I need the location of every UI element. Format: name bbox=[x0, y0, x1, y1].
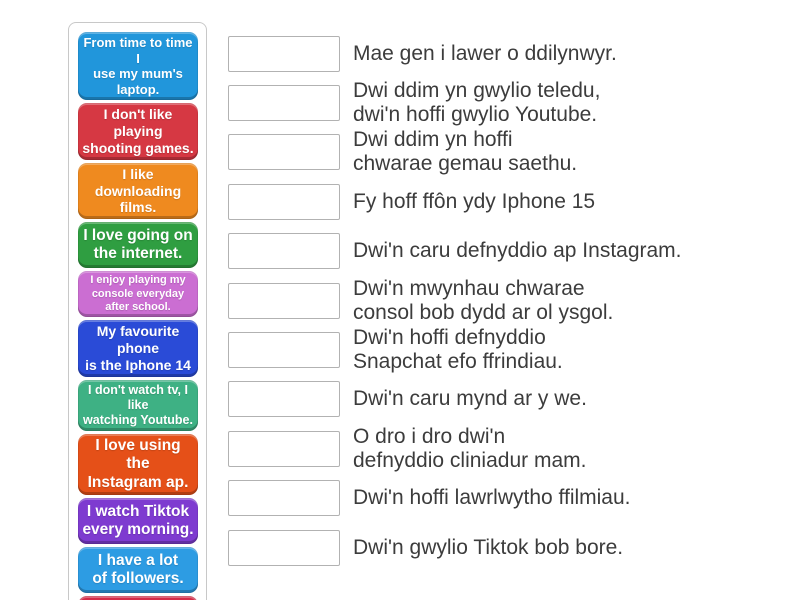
definition-text: Dwi ddim yn hoffi chwarae gemau saethu. bbox=[353, 128, 578, 176]
keyword-tile-label: I like downloading films. bbox=[94, 165, 182, 216]
answer-drop-zone[interactable] bbox=[228, 381, 340, 418]
match-row: Dwi'n gwylio Tiktok bob bore. bbox=[228, 523, 788, 572]
keyword-tile-lot-of-followers[interactable]: I have a lot of followers. bbox=[78, 547, 198, 594]
keyword-tile-favourite-phone[interactable]: My favourite phone is the Iphone 14 bbox=[78, 320, 198, 377]
answer-drop-zone[interactable] bbox=[228, 529, 340, 566]
answer-drop-zone[interactable] bbox=[228, 134, 340, 171]
definition-text: Dwi'n gwylio Tiktok bob bore. bbox=[353, 535, 624, 559]
answer-drop-zone[interactable] bbox=[228, 233, 340, 270]
keyword-tile-label: From time to time I use my mum's laptop. bbox=[83, 35, 193, 97]
keyword-tile-shooting-games[interactable]: I don't like playing shooting games. bbox=[78, 103, 198, 160]
keywords-panel: From time to time I use my mum's laptop.… bbox=[68, 22, 207, 600]
answer-drop-zone[interactable] bbox=[228, 430, 340, 467]
keyword-tile-tiktok-morning[interactable]: I watch Tiktok every morning. bbox=[78, 498, 198, 545]
keyword-tile-label: I have a lot of followers. bbox=[92, 551, 184, 588]
match-row: Dwi ddim yn hoffi chwarae gemau saethu. bbox=[228, 128, 788, 177]
keyword-tile-label: My favourite phone is the Iphone 14 bbox=[85, 323, 191, 373]
definition-text: Fy hoff ffôn ydy Iphone 15 bbox=[353, 189, 596, 213]
match-row: Dwi'n mwynhau chwarae consol bob dydd ar… bbox=[228, 276, 788, 325]
match-row: Fy hoff ffôn ydy Iphone 15 bbox=[228, 177, 788, 226]
definition-text: Dwi'n hoffi defnyddio Snapchat efo ffrin… bbox=[353, 326, 563, 374]
definition-text: Dwi'n mwynhau chwarae consol bob dydd ar… bbox=[353, 276, 614, 324]
match-row: Dwi'n caru mynd ar y we. bbox=[228, 375, 788, 424]
keyword-tile-label: I don't watch tv, I like watching Youtub… bbox=[83, 382, 193, 427]
keyword-tile-console-after-school[interactable]: I enjoy playing my console everyday afte… bbox=[78, 271, 198, 318]
answer-drop-zone[interactable] bbox=[228, 183, 340, 220]
keyword-tile-label: I watch Tiktok every morning. bbox=[82, 502, 194, 539]
keyword-tile-mums-laptop[interactable]: From time to time I use my mum's laptop. bbox=[78, 32, 198, 101]
definition-text: Dwi'n caru mynd ar y we. bbox=[353, 387, 587, 411]
keyword-tile-label: I love going on the internet. bbox=[83, 226, 193, 263]
definition-text: Dwi ddim yn gwylio teledu, dwi'n hoffi g… bbox=[353, 79, 601, 127]
definition-text: Dwi'n hoffi lawrlwytho ffilmiau. bbox=[353, 486, 631, 510]
answer-drop-zone[interactable] bbox=[228, 282, 340, 319]
definition-text: O dro i dro dwi'n defnyddio cliniadur ma… bbox=[353, 424, 587, 472]
keyword-tile-watching-youtube[interactable]: I don't watch tv, I like watching Youtub… bbox=[78, 379, 198, 431]
definitions-column: Mae gen i lawer o ddilynwyr. Dwi ddim yn… bbox=[228, 29, 788, 572]
definition-text: Mae gen i lawer o ddilynwyr. bbox=[353, 41, 617, 65]
answer-drop-zone[interactable] bbox=[228, 85, 340, 122]
match-row: Dwi'n hoffi defnyddio Snapchat efo ffrin… bbox=[228, 325, 788, 374]
match-row: Dwi ddim yn gwylio teledu, dwi'n hoffi g… bbox=[228, 78, 788, 127]
keyword-tile-going-on-internet[interactable]: I love going on the internet. bbox=[78, 222, 198, 269]
keyword-tile-snapchat-friends[interactable]: I like using Snapchat with friends. bbox=[78, 596, 198, 600]
match-row: Mae gen i lawer o ddilynwyr. bbox=[228, 29, 788, 78]
definition-text: Dwi'n caru defnyddio ap Instagram. bbox=[353, 239, 682, 263]
keyword-tile-label: I love using the Instagram ap. bbox=[87, 436, 189, 491]
keyword-tile-label: I enjoy playing my console everyday afte… bbox=[90, 274, 186, 313]
keyword-tile-instagram-ap[interactable]: I love using the Instagram ap. bbox=[78, 433, 198, 496]
keyword-tile-downloading-films[interactable]: I like downloading films. bbox=[78, 162, 198, 220]
match-row: O dro i dro dwi'n defnyddio cliniadur ma… bbox=[228, 424, 788, 473]
match-row: Dwi'n caru defnyddio ap Instagram. bbox=[228, 227, 788, 276]
answer-drop-zone[interactable] bbox=[228, 332, 340, 369]
keyword-tile-label: I don't like playing shooting games. bbox=[82, 106, 194, 156]
match-row: Dwi'n hoffi lawrlwytho ffilmiau. bbox=[228, 474, 788, 523]
answer-drop-zone[interactable] bbox=[228, 35, 340, 72]
answer-drop-zone[interactable] bbox=[228, 480, 340, 517]
